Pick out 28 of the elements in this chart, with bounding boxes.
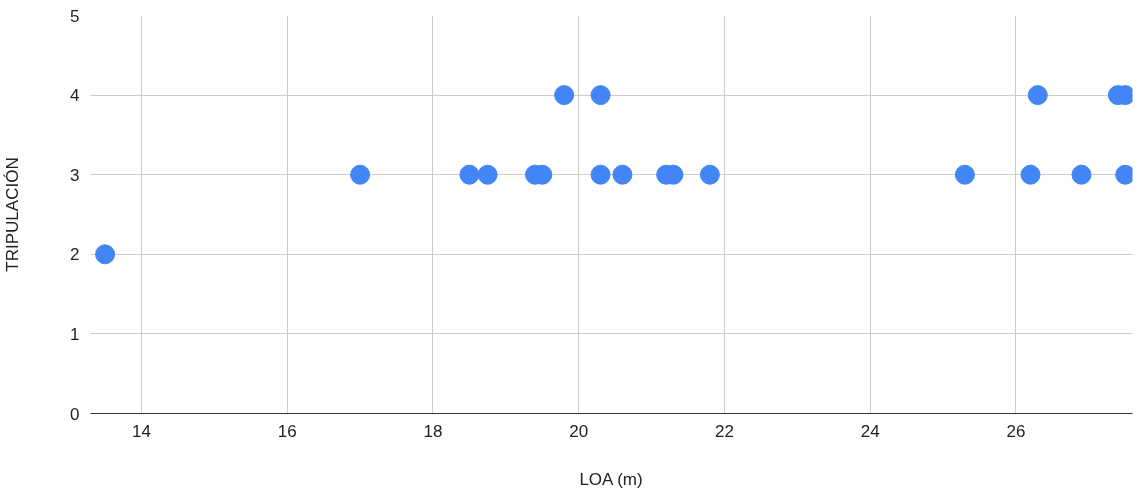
point: [554, 85, 575, 106]
y-tick-label: 1: [70, 324, 80, 344]
point: [477, 164, 498, 185]
point: [954, 164, 975, 185]
y-axis-title: TRIPULACIÓN: [3, 157, 23, 272]
x-tick-label: 18: [423, 421, 443, 441]
point: [699, 164, 720, 185]
point: [1071, 164, 1092, 185]
y-tick-label: 5: [70, 6, 80, 26]
x-tick-label: 14: [132, 421, 151, 441]
y-tick-label: 3: [70, 165, 80, 185]
point: [95, 244, 116, 265]
point: [350, 164, 371, 185]
point: [1027, 85, 1048, 106]
point: [590, 85, 611, 106]
x-axis-title: LOA (m): [579, 469, 643, 489]
x-tick-label: 22: [714, 421, 734, 441]
x-tick-label: 24: [860, 421, 880, 441]
y-tick-label: 4: [70, 86, 80, 106]
point: [459, 164, 480, 185]
point: [590, 164, 611, 185]
x-tick-label: 26: [1006, 421, 1026, 441]
y-tick-label: 0: [70, 404, 80, 424]
point: [1020, 164, 1041, 185]
y-tick-label: 2: [70, 245, 80, 265]
point: [612, 164, 633, 185]
x-tick-label: 20: [569, 421, 589, 441]
x-tick-label: 16: [277, 421, 297, 441]
